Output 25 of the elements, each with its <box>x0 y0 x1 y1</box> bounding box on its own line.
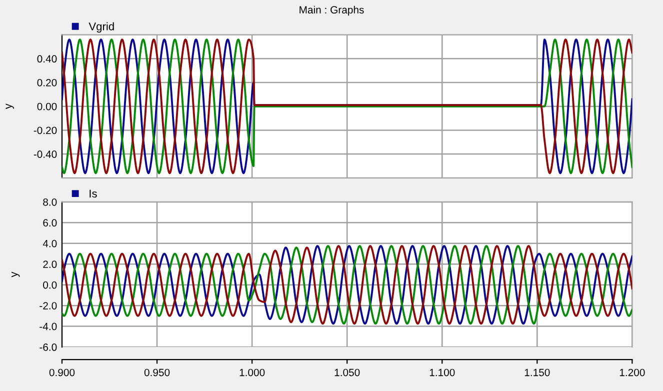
legend-label: Is <box>90 190 97 198</box>
chart-title: Main : Graphs <box>300 6 364 16</box>
x-tick-label: 1.000 <box>240 368 265 376</box>
y-tick-label: 4.0 <box>42 240 57 248</box>
x-tick-label: 1.200 <box>620 368 645 376</box>
y-tick-label: 2.0 <box>43 260 57 268</box>
y-tick-label: 0.00 <box>37 102 57 110</box>
y-tick-label: 0.0 <box>43 281 57 289</box>
y-tick-label: -0.20 <box>34 126 57 134</box>
y-tick-label: -6.0 <box>40 344 57 351</box>
x-tick-label: 0.950 <box>144 368 170 376</box>
y-tick-label: -2.0 <box>40 302 57 310</box>
y-axis-title: y <box>12 272 20 278</box>
y-tick-label: 0.40 <box>37 55 57 63</box>
y-tick-label: 8.0 <box>43 198 57 206</box>
y-tick-label: 6.0 <box>43 219 57 227</box>
legend-label: Vgrid <box>88 22 114 33</box>
y-tick-label: 0.20 <box>37 79 57 86</box>
y-tick-label: -0.40 <box>34 150 57 158</box>
y-axis-title: y <box>6 104 14 110</box>
x-tick-label: 1.150 <box>524 368 550 376</box>
x-tick-label: 1.100 <box>430 368 455 376</box>
x-tick-label: 1.050 <box>334 368 360 376</box>
y-tick-label: -4.0 <box>40 322 57 330</box>
x-tick-label: 0.900 <box>49 368 75 376</box>
